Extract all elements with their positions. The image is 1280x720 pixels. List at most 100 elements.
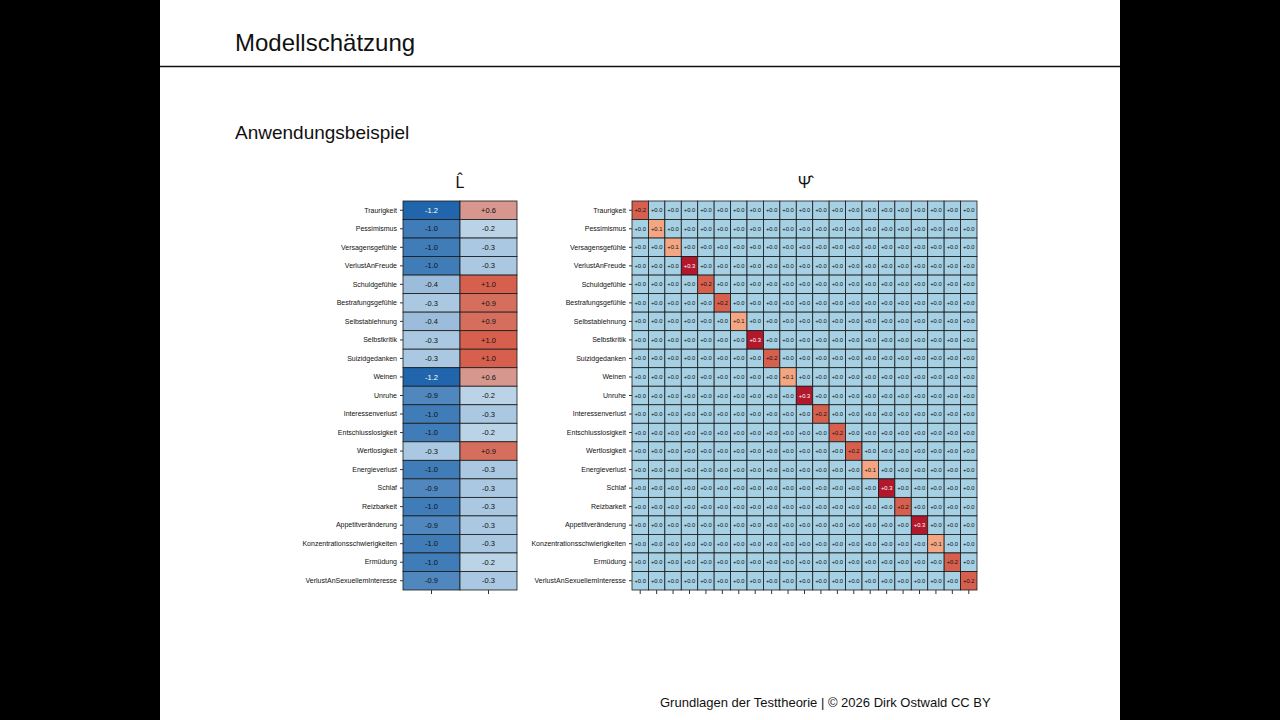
cell-label: -0.3 (482, 410, 495, 419)
cell-label: +0.0 (749, 448, 760, 454)
cell-label: +0.0 (947, 281, 958, 287)
heatmap-cell (829, 331, 845, 350)
cell-label: +0.0 (963, 430, 974, 436)
heatmap-cell (714, 534, 730, 553)
heatmap-cell (747, 312, 763, 331)
heatmap-0: L̂-1.2+0.6-1.0-0.2-1.0-0.3-1.0-0.3-0.4+1… (302, 172, 517, 594)
heatmap-cell (961, 201, 977, 220)
heatmap-cell (813, 497, 829, 516)
heatmap-cell (665, 516, 681, 535)
y-tick-mark (629, 395, 632, 396)
cell-label: +0.0 (733, 411, 744, 417)
x-tick (837, 590, 838, 594)
cell-label: +0.0 (832, 337, 843, 343)
heatmap-cell (648, 368, 664, 387)
heatmap-cell (780, 201, 796, 220)
y-tick-mark (629, 451, 632, 452)
cell-label: +0.0 (684, 393, 695, 399)
heatmap-cell (714, 516, 730, 535)
heatmap-cell (796, 294, 812, 313)
y-tick-mark (400, 432, 403, 433)
heatmap-cell (780, 534, 796, 553)
y-tick-label: Pessimismus (585, 225, 627, 232)
cell-label: +0.0 (881, 504, 892, 510)
heatmap-cell (731, 220, 747, 239)
heatmap-cell (681, 460, 697, 479)
heatmap-cell (895, 405, 911, 424)
y-tick-mark (400, 506, 403, 507)
cell-label: +0.0 (733, 504, 744, 510)
cell-label: +0.2 (897, 504, 908, 510)
heatmap-cell (878, 294, 894, 313)
y-tick-label: Entschlusslosigkeit (338, 429, 397, 437)
heatmap-cell (665, 275, 681, 294)
heatmap-cell (928, 386, 944, 405)
cell-label: +0.0 (782, 522, 793, 528)
heatmap-cell (878, 349, 894, 368)
cell-label: +0.0 (832, 355, 843, 361)
heatmap-cell (813, 553, 829, 572)
x-tick (804, 590, 805, 594)
heatmap-cell (460, 405, 517, 424)
heatmap-cell (731, 386, 747, 405)
heatmap-cell (648, 479, 664, 498)
heatmap-cell (714, 423, 730, 442)
cell-label: +0.0 (848, 559, 859, 565)
heatmap-cell (460, 201, 517, 220)
heatmap-cell (895, 368, 911, 387)
heatmap-cell (928, 331, 944, 350)
cell-label: +0.0 (897, 374, 908, 380)
heatmap-cell (698, 201, 714, 220)
heatmap-cell (780, 516, 796, 535)
y-tick: Unruhe (374, 392, 403, 399)
cell-label: -0.3 (482, 243, 495, 252)
y-tick-label: Versagensgefühle (341, 244, 397, 252)
y-tick-mark (629, 210, 632, 211)
cell-label: +0.0 (749, 393, 760, 399)
cell-label: +0.0 (881, 207, 892, 213)
heatmap-cell (895, 220, 911, 239)
y-tick-label: VerlustAnSexuellemInteresse (306, 577, 398, 584)
cell-label: -0.3 (482, 539, 495, 548)
heatmap-cell (648, 220, 664, 239)
heatmap-cell (796, 423, 812, 442)
x-tick (705, 590, 706, 594)
heatmap-cell (846, 479, 862, 498)
cell-label: +0.0 (684, 226, 695, 232)
heatmap-cell (895, 423, 911, 442)
heatmap-cell (780, 349, 796, 368)
heatmap-cell (714, 331, 730, 350)
heatmap-cell (665, 571, 681, 590)
cell-label: +0.0 (897, 281, 908, 287)
heatmap-cell (648, 516, 664, 535)
cell-label: +0.0 (864, 430, 875, 436)
heatmap-cell (403, 220, 460, 239)
heatmap-cell (747, 405, 763, 424)
heatmap-cell (813, 386, 829, 405)
heatmap-cell (665, 368, 681, 387)
cell-label: +0.0 (717, 337, 728, 343)
heatmap-cell (928, 349, 944, 368)
cell-label: -1.0 (425, 243, 438, 252)
cell-label: +0.0 (832, 467, 843, 473)
heatmap-cell (862, 275, 878, 294)
heatmap-cell (829, 405, 845, 424)
cell-label: +0.0 (717, 411, 728, 417)
cell-label: +0.0 (963, 541, 974, 547)
cell-label: +0.2 (717, 300, 728, 306)
y-tick-label: Suizidgedanken (576, 355, 626, 363)
cell-label: +0.0 (947, 337, 958, 343)
y-tick-label: VerlustAnSexuellemInteresse (535, 577, 627, 584)
y-tick: Unruhe (603, 392, 632, 399)
cell-label: +0.2 (832, 430, 843, 436)
cell-label: +0.0 (782, 578, 793, 584)
cell-label: +0.0 (881, 541, 892, 547)
heatmap-cell (460, 553, 517, 572)
heatmap-cell (878, 331, 894, 350)
cell-label: +0.0 (766, 559, 777, 565)
y-tick-label: Schuldgefühle (353, 281, 397, 289)
cell-label: +0.0 (914, 559, 925, 565)
cell-label: +0.0 (848, 226, 859, 232)
heatmap-cell (862, 571, 878, 590)
cell-label: +0.0 (897, 337, 908, 343)
